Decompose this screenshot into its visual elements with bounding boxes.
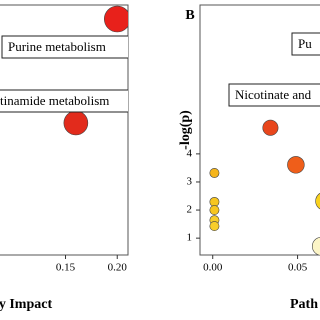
- annotation: Pu: [298, 36, 312, 51]
- panel: 0.00 0.05 1 2 3 4 Pu Nicotinate and B -log(p) Path: [178, 4, 320, 312]
- bubble: [311, 237, 320, 255]
- bubble: [209, 221, 220, 231]
- bubble: [262, 119, 279, 136]
- plot-frame: [0, 4, 129, 256]
- x-tick-label: 0.00: [203, 262, 223, 274]
- annotation: Purine metabolism: [8, 39, 106, 54]
- annotation-box: [291, 32, 320, 56]
- bubble: [209, 168, 220, 178]
- bubble: [63, 110, 89, 136]
- points: Pu Nicotinate and: [209, 32, 320, 255]
- x-axis-label: ay Impact: [0, 297, 52, 312]
- y-tick-label: 1: [187, 232, 193, 244]
- panel: 0.15 0.20 Purine metabolism tinamide metabo…: [0, 4, 129, 312]
- annotation-box: [228, 83, 320, 107]
- bubble: [315, 192, 320, 210]
- annotation-box: [0, 89, 128, 113]
- bubble: [287, 156, 305, 174]
- points: Purine metabolism tinamide metabolism: [0, 5, 128, 136]
- y-tick-label: 3: [187, 175, 193, 187]
- x-axis-label: Path: [290, 297, 318, 312]
- x-tick-label: 0.05: [288, 262, 308, 274]
- bubble: [209, 205, 220, 215]
- annotation-box: [1, 35, 128, 59]
- bubble: [104, 5, 128, 33]
- panel-title: B: [185, 8, 194, 23]
- x-tick-label: 0.20: [108, 262, 128, 274]
- annotation: Nicotinate and: [235, 87, 312, 102]
- y-axis-label: -log(p): [178, 110, 193, 150]
- x-tick-label: 0.15: [56, 262, 76, 274]
- plot-frame: [199, 4, 320, 256]
- y-tick-label: 4: [187, 147, 193, 159]
- annotation: tinamide metabolism: [0, 93, 109, 108]
- y-tick-label: 2: [187, 204, 193, 216]
